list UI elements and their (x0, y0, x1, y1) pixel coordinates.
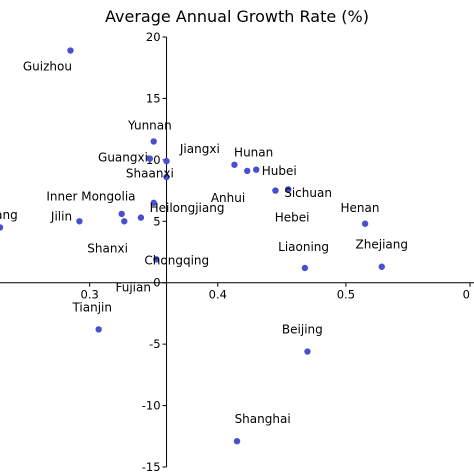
y-tick-label: 0 (153, 276, 160, 290)
x-tick-label: 0 (463, 288, 470, 302)
point-label: Beijing (282, 322, 323, 336)
point-label: Inner Mongolia (46, 190, 135, 204)
data-point (285, 186, 292, 193)
data-point (304, 348, 311, 355)
data-point (244, 167, 251, 175)
point-label: Jiangxi (179, 142, 220, 156)
data-point (118, 210, 125, 218)
point-label: Guizhou (23, 59, 72, 73)
x-tick-label: 0.3 (81, 288, 99, 302)
point-label: Fujian (115, 281, 150, 295)
data-point (150, 199, 157, 207)
point-label: Jilin (50, 209, 72, 223)
y-tick-label: 15 (146, 91, 161, 105)
point-label: Hunan (234, 145, 273, 159)
point-label: Liaoning (278, 240, 329, 254)
point-label: ang (0, 208, 18, 222)
data-point (0, 224, 4, 231)
point-label: Henan (340, 201, 379, 215)
point-label: Chongqing (144, 254, 209, 268)
point-label: Hebei (275, 211, 310, 225)
point-label: Guangxi (98, 150, 148, 164)
data-point (231, 161, 238, 168)
data-point (137, 214, 145, 221)
data-point (361, 220, 369, 227)
data-point (233, 438, 241, 445)
data-point (153, 256, 160, 263)
point-label: Shanghai (235, 412, 291, 426)
data-point (301, 264, 309, 272)
x-tick-label: 0.5 (337, 288, 355, 302)
data-point (150, 138, 157, 145)
point-label: Shanxi (87, 241, 128, 255)
y-tick-label: -5 (149, 337, 160, 351)
point-label: Tianjin (71, 300, 112, 314)
point-labels: Guizhou Yunnan Guangxi Jiangxi Shaanxi Hunan H… (0, 59, 408, 426)
data-point (95, 326, 102, 333)
y-tick-label: 20 (146, 30, 161, 44)
data-point (76, 218, 83, 225)
data-points (0, 47, 385, 445)
point-label: Heilongjiang (150, 201, 225, 215)
point-label: Shaanxi (126, 166, 174, 180)
data-point (121, 218, 128, 225)
data-point (253, 166, 260, 173)
point-label: Zhejiang (356, 238, 408, 252)
y-tick-label: 5 (153, 214, 160, 228)
data-point (163, 173, 170, 181)
point-label: Hubei (262, 164, 297, 178)
chart-title: Average Annual Growth Rate (%) (105, 7, 369, 26)
y-tick-label: -10 (142, 399, 161, 413)
point-label: Yunnan (127, 118, 172, 132)
data-point (67, 47, 74, 54)
data-point (146, 155, 154, 162)
x-tick-label: 0.4 (209, 288, 227, 302)
data-point (378, 263, 385, 270)
point-label: Anhui (211, 191, 245, 205)
data-point (163, 157, 170, 165)
y-tick-label: -15 (142, 460, 161, 474)
data-point (272, 187, 279, 194)
point-label: Sichuan (284, 186, 332, 200)
